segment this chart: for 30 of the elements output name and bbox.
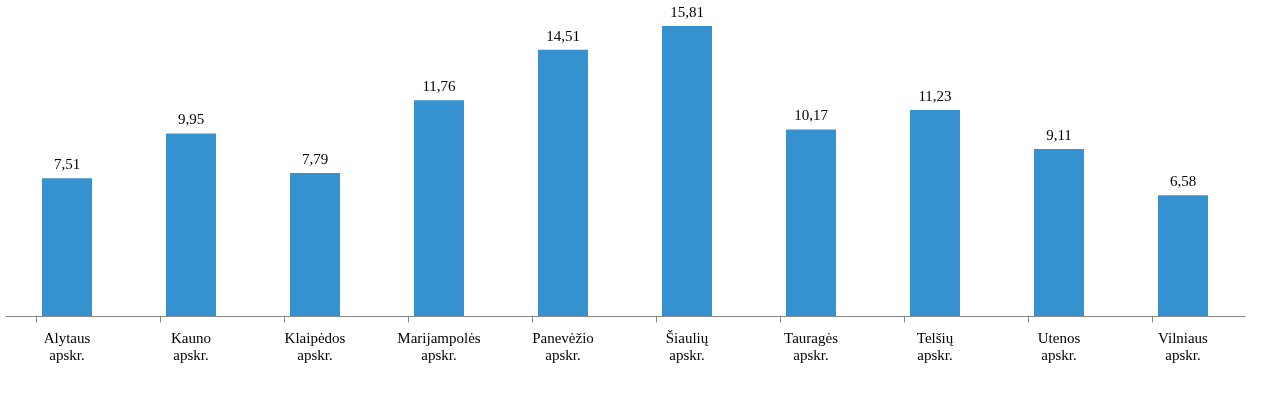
data-label: 9,11 xyxy=(1046,126,1072,143)
data-label: 10,17 xyxy=(794,107,829,124)
bar xyxy=(786,129,836,316)
x-tick-label: Alytaus apskr. xyxy=(43,329,91,363)
bar xyxy=(538,49,588,316)
data-label: 11,76 xyxy=(422,78,457,95)
bar xyxy=(166,133,216,316)
x-tick-label: Šiaulių apskr. xyxy=(665,329,709,363)
data-label: 11,23 xyxy=(918,88,952,105)
x-tick-label: Kauno apskr. xyxy=(171,329,211,363)
x-tick-label: Tauragės apskr. xyxy=(784,329,839,363)
bar xyxy=(414,100,464,316)
data-label: 6,58 xyxy=(1169,173,1197,190)
data-label: 15,81 xyxy=(670,4,704,20)
data-label: 9,95 xyxy=(177,111,205,128)
x-tick-label: Vilniaus apskr. xyxy=(1158,329,1209,363)
bar xyxy=(910,110,960,316)
bar xyxy=(1158,195,1208,316)
bar xyxy=(662,26,712,316)
x-tick-label: Telšių apskr. xyxy=(916,329,954,363)
bar xyxy=(290,173,340,316)
x-tick-label: Panevėžio apskr. xyxy=(532,329,594,363)
data-label: 7,79 xyxy=(301,151,329,168)
bar xyxy=(42,178,92,316)
x-tick-label: Klaipėdos apskr. xyxy=(284,329,346,363)
x-tick-label: Marijampolės apskr. xyxy=(397,329,481,363)
bar xyxy=(1034,148,1084,316)
x-tick-label: Utenos apskr. xyxy=(1037,329,1081,363)
data-label: 7,51 xyxy=(53,156,81,173)
data-label: 14,51 xyxy=(546,27,580,44)
